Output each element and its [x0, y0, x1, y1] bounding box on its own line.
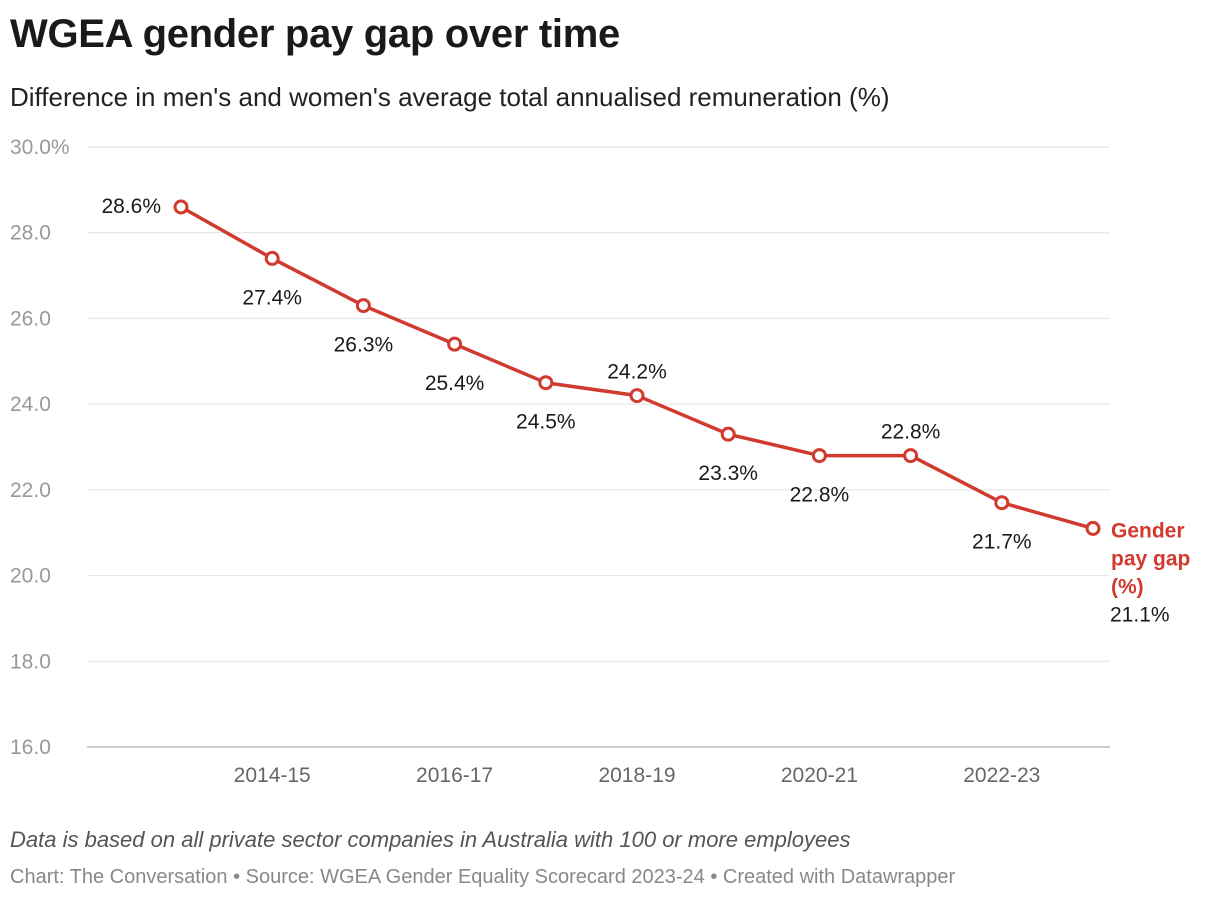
x-tick-label: 2020-21: [781, 764, 858, 787]
line-chart: 30.0% 28.0 26.0 24.0 22.0 20.0 18.0 16.0 2014-1…: [10, 136, 1190, 787]
y-tick-label: 26.0: [10, 307, 51, 330]
data-label: 23.3%: [698, 462, 758, 485]
data-label: 27.4%: [242, 286, 302, 309]
data-label: 24.2%: [607, 361, 667, 384]
y-tick-label: 30.0%: [10, 136, 70, 159]
y-tick-label: 20.0: [10, 565, 51, 588]
data-point: [264, 250, 280, 266]
data-label: 21.1%: [1110, 603, 1170, 626]
data-point: [903, 448, 919, 464]
series-points: [173, 199, 1101, 536]
chart-title: WGEA gender pay gap over time: [10, 12, 620, 56]
data-label: 22.8%: [881, 421, 941, 444]
data-label: 25.4%: [425, 372, 485, 395]
data-point: [538, 375, 554, 391]
y-tick-label: 16.0: [10, 736, 51, 759]
x-axis-ticks: 2014-15 2016-17 2018-19 2020-21 2022-23: [234, 764, 1041, 787]
y-tick-label: 24.0: [10, 393, 51, 416]
chart-note: Data is based on all private sector comp…: [10, 827, 851, 852]
data-labels: 28.6% 27.4% 26.3% 25.4% 24.5% 24.2% 23.3% 22.8%…: [101, 195, 1190, 626]
x-tick-label: 2014-15: [234, 764, 311, 787]
series-name-label: Gender: [1111, 519, 1185, 542]
data-label: 21.7%: [972, 531, 1032, 554]
data-point: [173, 199, 189, 215]
series-name-label: (%): [1111, 575, 1144, 598]
y-tick-label: 18.0: [10, 650, 51, 673]
data-label: 24.5%: [516, 411, 576, 434]
x-tick-label: 2022-23: [963, 764, 1040, 787]
y-axis-ticks: 30.0% 28.0 26.0 24.0 22.0 20.0 18.0 16.0: [10, 136, 70, 759]
gridlines: [87, 146, 1110, 748]
x-tick-label: 2018-19: [598, 764, 675, 787]
data-label: 28.6%: [101, 195, 161, 218]
data-point: [811, 448, 827, 464]
data-point: [355, 298, 371, 314]
y-tick-label: 22.0: [10, 479, 51, 502]
y-tick-label: 28.0: [10, 222, 51, 245]
data-label: 26.3%: [334, 334, 394, 357]
x-tick-label: 2016-17: [416, 764, 493, 787]
series-name-label: pay gap: [1111, 547, 1190, 570]
chart-byline: Chart: The Conversation • Source: WGEA G…: [10, 866, 956, 888]
data-point: [629, 388, 645, 404]
data-point: [994, 495, 1010, 511]
data-label: 22.8%: [790, 484, 850, 507]
data-point: [447, 336, 463, 352]
data-point: [720, 426, 736, 442]
data-point: [1085, 520, 1101, 536]
chart-subtitle: Difference in men's and women's average …: [10, 82, 890, 112]
